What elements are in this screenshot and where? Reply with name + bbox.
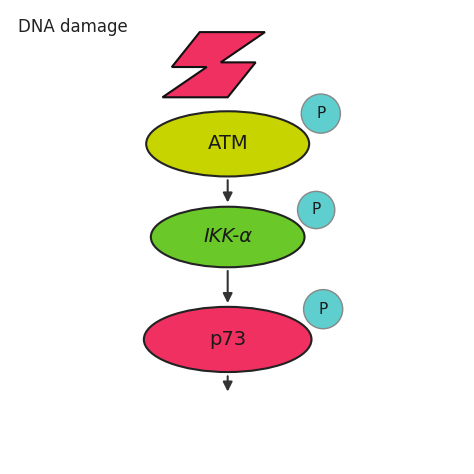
Circle shape — [301, 94, 340, 133]
Circle shape — [303, 290, 343, 329]
Text: P: P — [311, 202, 321, 218]
Text: DNA damage: DNA damage — [18, 18, 128, 36]
Text: ATM: ATM — [207, 134, 248, 154]
Ellipse shape — [151, 207, 304, 267]
Text: P: P — [319, 301, 328, 317]
Circle shape — [298, 191, 335, 228]
Text: IKK-α: IKK-α — [203, 228, 252, 246]
Ellipse shape — [146, 111, 309, 176]
Ellipse shape — [144, 307, 311, 372]
Polygon shape — [163, 32, 265, 97]
Text: p73: p73 — [209, 330, 246, 349]
Text: P: P — [316, 106, 326, 121]
